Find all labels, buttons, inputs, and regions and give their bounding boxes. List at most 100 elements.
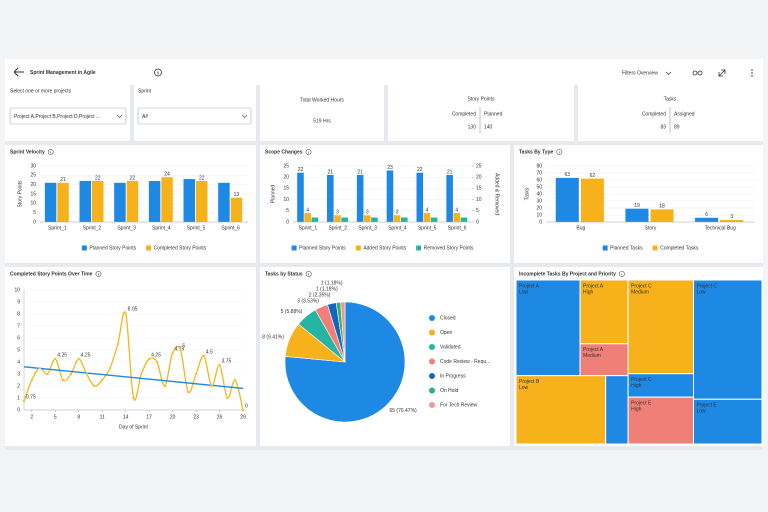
bar	[364, 215, 371, 222]
legend-marker	[429, 373, 435, 379]
y-tick-label: 15	[283, 186, 289, 192]
treemap-cell	[515, 375, 607, 445]
data-label: 62	[590, 173, 596, 179]
kpi-title: Total Worked Hours	[300, 97, 344, 103]
y-tick-label: 1	[17, 395, 20, 401]
y-tick-label: 80	[536, 163, 542, 169]
y-tick-label: 2	[17, 383, 20, 389]
x-tick-label: 14	[123, 414, 129, 420]
info-icon[interactable]	[95, 271, 102, 277]
data-label: 22	[95, 175, 101, 181]
data-point	[194, 372, 198, 376]
legend-label: Open	[440, 330, 452, 336]
info-icon-ring	[47, 149, 54, 155]
more-icon[interactable]	[751, 69, 753, 77]
bar	[218, 182, 230, 222]
info-icon[interactable]	[556, 149, 563, 155]
data-point	[108, 366, 112, 370]
chart-title: Incomplete Tasks By Project and Priority	[519, 271, 616, 277]
y-tick-label: 0	[286, 219, 289, 225]
pie-slice	[284, 301, 406, 423]
kpi-label: Completed	[452, 111, 476, 117]
data-label: 21	[328, 169, 334, 175]
y-tick-label: 8	[17, 311, 20, 317]
dropdown-value: Project A,Project B,Project D,Project ..…	[14, 114, 100, 120]
bar	[297, 172, 304, 222]
pie-slice	[340, 301, 346, 363]
slice-label: 65 (76.47%)	[389, 408, 417, 414]
expand-icon[interactable]	[718, 69, 726, 77]
data-point	[171, 351, 175, 355]
data-point	[132, 396, 135, 400]
back-button[interactable]	[13, 67, 24, 77]
x-tick-label: 29	[240, 414, 246, 420]
legend-marker	[429, 387, 435, 394]
view-icon[interactable]	[692, 70, 703, 76]
bar	[625, 208, 649, 222]
data-label: 3	[336, 210, 339, 216]
legend-label: Removed Story Points	[424, 245, 474, 251]
x-tick-label: Sprint_4	[152, 225, 171, 231]
info-icon[interactable]	[47, 149, 54, 155]
treemap-cell	[692, 279, 763, 400]
data-label: 21	[357, 169, 363, 175]
legend-label: For Tech Review	[440, 402, 478, 408]
bar	[334, 215, 341, 222]
data-label: 4.25	[57, 352, 67, 358]
data-label: 13	[234, 192, 240, 198]
y2-tick-label: 25	[476, 163, 482, 169]
y2-axis-label: Added & Removed	[494, 173, 500, 215]
info-icon[interactable]	[305, 149, 312, 155]
y2-tick-label: 10	[476, 197, 482, 203]
chart-card	[514, 145, 763, 263]
data-point	[46, 372, 49, 376]
x-tick-label: Bug	[576, 225, 585, 231]
cell-label: High	[583, 289, 594, 295]
y-tick-label: 25	[30, 173, 36, 179]
filters-overview[interactable]: Filters Overview	[622, 70, 658, 76]
bar	[57, 182, 69, 222]
slice-label: 1 (1.18%)	[321, 281, 343, 287]
cell-label: Project C	[631, 377, 652, 383]
data-label: 0.75	[26, 394, 36, 400]
y-tick-label: 0	[539, 219, 542, 225]
data-point	[210, 384, 214, 388]
bar	[720, 219, 744, 222]
y-tick-label: 10	[14, 287, 20, 293]
data-point	[92, 384, 96, 388]
dropdown-value: All	[141, 114, 148, 120]
bar	[580, 178, 604, 222]
treemap-cell	[605, 375, 629, 445]
x-tick-label: 20	[170, 414, 176, 420]
info-icon[interactable]	[618, 271, 625, 277]
data-point	[241, 408, 245, 412]
kpi-card	[388, 85, 574, 141]
x-tick-label: Sprint_2	[83, 225, 102, 231]
x-tick-label: 8	[77, 414, 80, 420]
data-label: 21	[60, 177, 66, 183]
legend-label: In Progress	[440, 373, 466, 379]
dropdown[interactable]	[9, 107, 127, 125]
legend-marker	[355, 245, 361, 251]
info-icon[interactable]	[305, 271, 312, 277]
kpi-value: 130	[468, 124, 477, 130]
x-tick-label: Sprint_5	[418, 225, 437, 231]
x-tick-label: Sprint_4	[388, 225, 407, 231]
data-label: 4	[455, 207, 458, 213]
info-icon-ring	[95, 271, 102, 277]
y-axis-label: Tasks	[524, 187, 530, 200]
info-icon[interactable]	[154, 68, 162, 77]
x-tick-label: Story	[645, 225, 657, 231]
data-label: 22	[130, 175, 136, 181]
dropdown[interactable]	[137, 107, 252, 125]
data-point	[233, 378, 237, 382]
x-tick-label: Sprint_3	[117, 225, 136, 231]
kpi-card	[260, 85, 384, 141]
data-point	[139, 372, 143, 376]
data-point	[178, 348, 182, 352]
bar	[161, 177, 173, 222]
chevron	[241, 114, 248, 118]
bar	[311, 217, 319, 222]
legend-marker	[429, 344, 435, 350]
filter-label: Sprint	[138, 88, 152, 94]
